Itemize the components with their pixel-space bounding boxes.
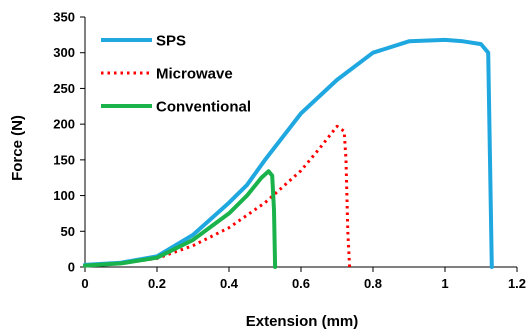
y-tick-label: 250 bbox=[53, 81, 75, 96]
y-tick-label: 0 bbox=[68, 260, 75, 275]
legend-label-conventional: Conventional bbox=[156, 99, 251, 116]
legend: SPS Microwave Conventional bbox=[101, 33, 251, 116]
series-line-conventional bbox=[83, 169, 278, 269]
x-axis-title: Extension (mm) bbox=[246, 313, 359, 330]
legend-label-microwave: Microwave bbox=[156, 66, 233, 83]
x-tick-label: 0 bbox=[81, 276, 88, 291]
x-tick-label: 1 bbox=[441, 276, 448, 291]
series-line-microwave bbox=[84, 124, 352, 268]
y-tick-label: 350 bbox=[53, 10, 75, 25]
y-tick-label: 150 bbox=[53, 152, 75, 167]
x-tick-label: 0.2 bbox=[148, 276, 166, 291]
x-tick-label: 0.4 bbox=[220, 276, 239, 291]
y-tick-label: 50 bbox=[61, 224, 75, 239]
legend-label-sps: SPS bbox=[156, 33, 186, 50]
y-tick-label: 300 bbox=[53, 45, 75, 60]
series-line-sps bbox=[83, 37, 494, 269]
x-tick-label: 1.2 bbox=[508, 276, 526, 291]
series-layer bbox=[83, 37, 494, 269]
y-tick-label: 200 bbox=[53, 117, 75, 132]
x-tick-label: 0.8 bbox=[364, 276, 382, 291]
y-axis-title: Force (N) bbox=[9, 115, 26, 181]
y-tick-label: 100 bbox=[53, 188, 75, 203]
axes: 0 50 100 150 200 250 300 350 0 0.2 0.4 0.6 0.8 1 1.2 bbox=[53, 10, 526, 292]
x-tick-label: 0.6 bbox=[292, 276, 310, 291]
